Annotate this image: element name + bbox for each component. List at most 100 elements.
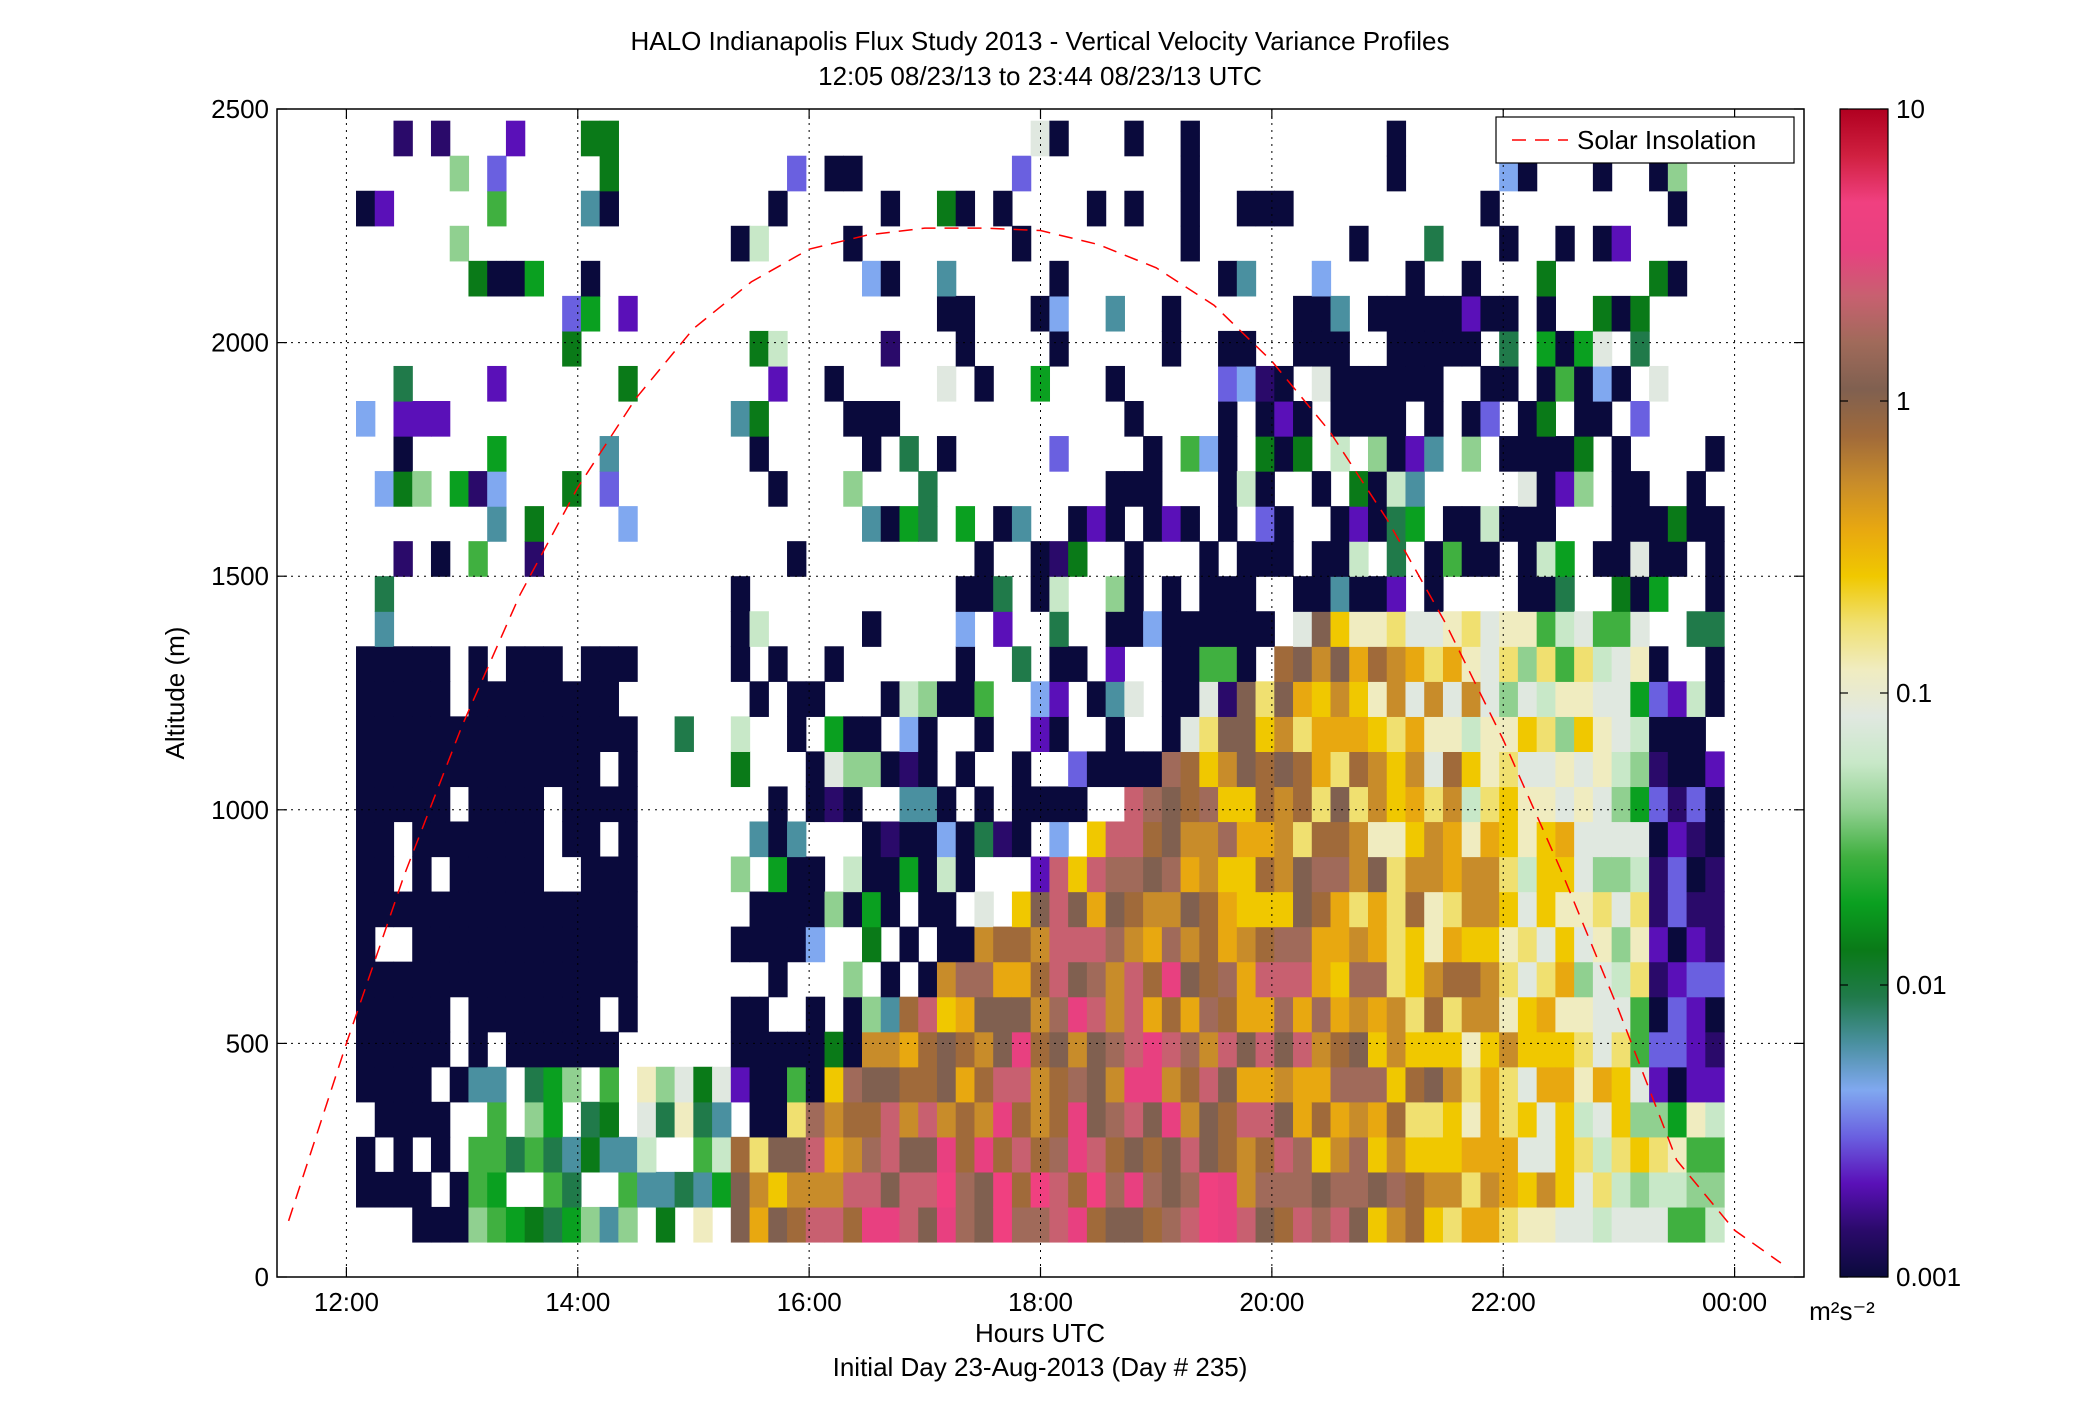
heatmap-cell [1630,786,1650,823]
heatmap-cell [1461,681,1482,717]
heatmap-cell [1311,1101,1332,1138]
heatmap-cell [543,1171,563,1208]
heatmap-cell [1536,786,1556,823]
heatmap-cell [1574,751,1594,788]
heatmap-cell [505,120,526,157]
heatmap-cell [1611,365,1631,402]
heatmap-cell [1311,751,1332,788]
heatmap-cell [505,891,526,928]
heatmap-cell [1105,856,1125,893]
heatmap-cell [374,1101,395,1138]
heatmap-cell [1086,1101,1107,1138]
heatmap-cell [1592,856,1613,893]
heatmap-cell [824,155,844,192]
heatmap-cell [730,576,751,612]
heatmap-cell [1424,821,1444,858]
heatmap-cell [1143,821,1163,858]
heatmap-cell [1218,576,1238,612]
heatmap-cell [468,646,488,682]
heatmap-cell [1611,681,1631,717]
heatmap-cell [1180,681,1200,717]
heatmap-cell [1349,1171,1369,1208]
heatmap-cell [1405,646,1425,682]
heatmap-cell [468,541,488,577]
heatmap-cell [1311,541,1332,577]
heatmap-cell [1442,961,1463,998]
heatmap-cell [1705,1101,1725,1138]
heatmap-cell [1499,1101,1519,1138]
heatmap-cell [1611,821,1631,858]
heatmap-cell [1030,926,1051,963]
x-tick-label: 12:00 [314,1287,379,1317]
heatmap-cell [936,996,957,1033]
heatmap-cell [1574,1066,1594,1103]
heatmap-cell [487,365,507,402]
heatmap-cell [787,821,807,858]
heatmap-cell [787,681,807,717]
heatmap-cell [1311,646,1332,682]
heatmap-cell [862,821,882,858]
heatmap-cell [1442,821,1463,858]
heatmap-cell [880,1031,901,1068]
heatmap-cell [1705,1031,1725,1068]
heatmap-cell [1311,1031,1332,1068]
heatmap-cell [1255,365,1275,402]
heatmap-cell [1367,646,1388,682]
chart-subtitle: 12:05 08/23/13 to 23:44 08/23/13 UTC [818,61,1262,91]
heatmap-cell [1461,996,1482,1033]
heatmap-cell [1442,646,1463,682]
heatmap-cell [468,996,488,1033]
heatmap-cell [1124,821,1144,858]
heatmap-cell [936,681,957,717]
heatmap-cell [524,716,545,752]
heatmap-cell [1049,996,1069,1033]
heatmap-cell [805,1171,826,1208]
heatmap-cell [1330,295,1350,332]
heatmap-cell [655,1171,676,1208]
heatmap-cell [1686,506,1706,542]
heatmap-cell [1592,155,1613,192]
heatmap-cell [487,506,507,542]
heatmap-cell [768,1136,788,1173]
heatmap-cell [1143,471,1163,507]
heatmap-cell [936,786,957,823]
heatmap-cell [1349,401,1369,437]
heatmap-cell [1105,576,1125,612]
heatmap-cells [356,120,1725,1243]
heatmap-cell [374,786,395,823]
heatmap-cell [768,1031,788,1068]
heatmap-cell [1517,1031,1538,1068]
heatmap-cell [1386,1066,1407,1103]
heatmap-cell [1330,1101,1350,1138]
heatmap-cell [1105,821,1125,858]
heatmap-cell [1105,506,1125,542]
heatmap-cell [637,1101,657,1138]
heatmap-cell [393,365,413,402]
heatmap-cell [1630,330,1650,367]
heatmap-cell [862,1136,882,1173]
heatmap-cell [730,926,751,963]
heatmap-cell [1461,401,1482,437]
heatmap-cell [580,1101,601,1138]
heatmap-cell [1218,926,1238,963]
heatmap-cell [1461,260,1482,297]
heatmap-cell [805,786,826,823]
heatmap-cell [1649,646,1669,682]
heatmap-cell [1517,436,1538,472]
heatmap-cell [430,961,451,998]
heatmap-cell [393,541,413,577]
heatmap-cell [862,856,882,893]
heatmap-cell [393,1066,413,1103]
heatmap-cell [1649,786,1669,823]
heatmap-cell [1218,1171,1238,1208]
heatmap-cell [1405,996,1425,1033]
heatmap-cell [1293,1101,1313,1138]
heatmap-cell [862,891,882,928]
heatmap-cell [805,751,826,788]
heatmap-cell [412,891,432,928]
heatmap-cell [562,1171,582,1208]
heatmap-cell [1555,225,1575,262]
heatmap-cell [1143,611,1163,647]
heatmap-cell [862,1066,882,1103]
heatmap-cell [1161,646,1182,682]
